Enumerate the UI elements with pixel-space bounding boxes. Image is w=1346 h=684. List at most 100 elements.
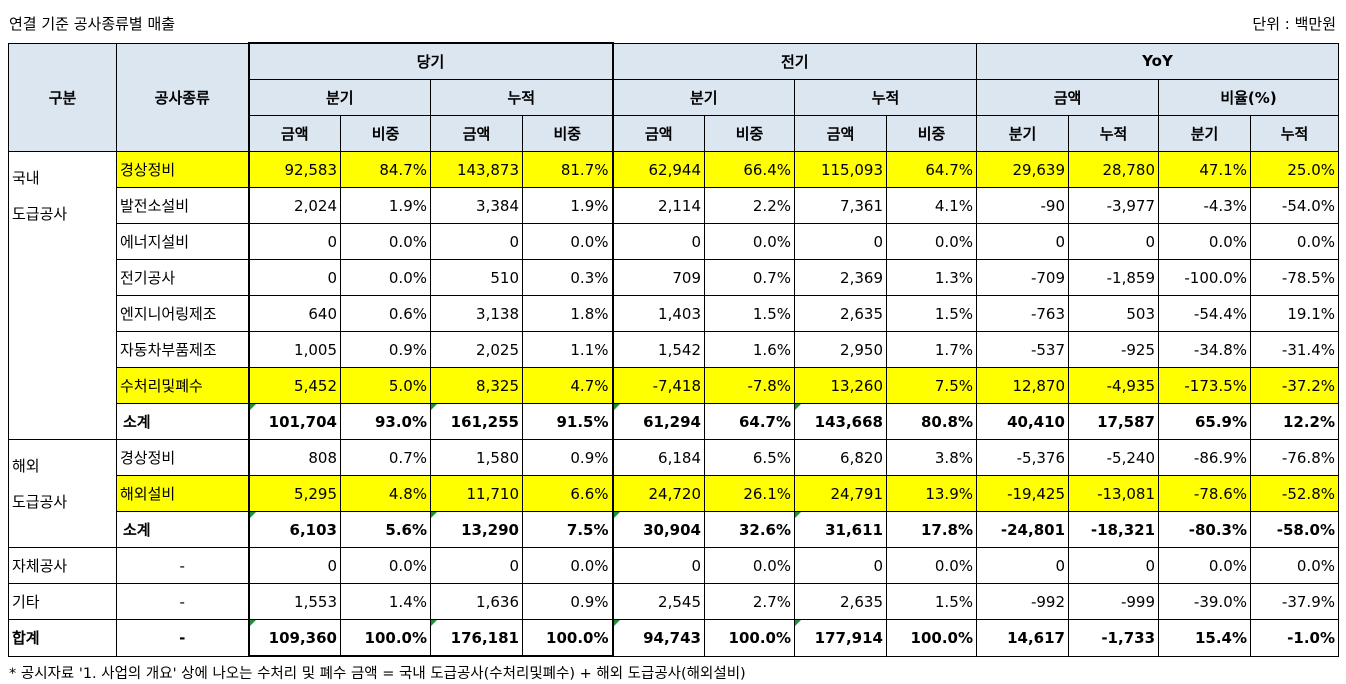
table-cell: -1,733 xyxy=(1068,619,1159,657)
table-cell: 0.0% xyxy=(522,547,614,584)
header-type: 공사종류 xyxy=(116,42,249,152)
construction-type: 자동차부품제조 xyxy=(116,331,249,368)
table-row: 기타 -1,553 1.4% 1,636 0.9% 2,545 2.7% 2,635 1.5% -… xyxy=(8,583,1339,620)
table-cell: -24,801 xyxy=(976,511,1069,548)
table-cell: 1.5% xyxy=(704,295,795,332)
table-cell: 0 xyxy=(430,223,523,260)
header-current-cumulative: 누적 xyxy=(430,79,614,116)
table-cell: 0 xyxy=(247,547,341,584)
group-label-line1: 해외 xyxy=(12,457,40,475)
table-cell: 64.7% xyxy=(886,151,977,188)
table-cell: 0.6% xyxy=(340,295,431,332)
table-cell: 0.0% xyxy=(886,547,977,584)
construction-type: 경상정비 xyxy=(116,151,249,188)
table-cell: 709 xyxy=(612,259,705,296)
table-cell: -992 xyxy=(976,583,1069,620)
table-cell: -999 xyxy=(1068,583,1159,620)
table-cell: 5,295 xyxy=(247,475,341,512)
table-cell: 2,950 xyxy=(794,331,887,368)
group-label-line1: 국내 xyxy=(12,169,40,187)
table-cell: -90 xyxy=(976,187,1069,224)
construction-type: 소계 xyxy=(116,403,249,440)
table-cell: 2,024 xyxy=(247,187,341,224)
table-cell: 29,639 xyxy=(976,151,1069,188)
table-cell: 0.0% xyxy=(1158,223,1251,260)
table-cell: 100.0% xyxy=(340,619,431,657)
header-amount: 금액 xyxy=(794,115,887,152)
header-ratio: 비중 xyxy=(886,115,977,152)
construction-type: - xyxy=(116,619,249,657)
table-cell: 3.8% xyxy=(886,439,977,476)
table-cell: 7.5% xyxy=(522,511,614,548)
table-cell: 17.8% xyxy=(886,511,977,548)
revenue-table: 구분 공사종류 당기 전기 YoY 분기 누적 분기 누적 금액 비율(%) 금… xyxy=(8,42,1339,657)
table-cell: 80.8% xyxy=(886,403,977,440)
table-cell: 0.7% xyxy=(340,439,431,476)
table-cell: 12,870 xyxy=(976,367,1069,404)
table-cell: 109,360 xyxy=(247,619,341,657)
table-cell: 19.1% xyxy=(1250,295,1339,332)
table-cell: 47.1% xyxy=(1158,151,1251,188)
header-current: 당기 xyxy=(247,42,614,80)
header-amount: 금액 xyxy=(612,115,705,152)
table-cell: -86.9% xyxy=(1158,439,1251,476)
table-row: 에너지설비 0 0.0% 0 0.0% 0 0.0% 0 0.0% 0 0 0.0% 0.0% xyxy=(9,223,1339,260)
table-cell: 0.9% xyxy=(340,331,431,368)
construction-type: 수처리및폐수 xyxy=(116,367,249,404)
table-row: 소계 101,704 93.0% 161,255 91.5% 61,294 64.7% 143… xyxy=(9,403,1339,440)
table-cell: 143,873 xyxy=(430,151,523,188)
table-cell: 6.5% xyxy=(704,439,795,476)
table-cell: 0 xyxy=(976,223,1069,260)
table-cell: 1.1% xyxy=(522,331,614,368)
table-cell: 66.4% xyxy=(704,151,795,188)
table-cell: 0.9% xyxy=(522,583,614,620)
construction-type: 엔지니어링제조 xyxy=(116,295,249,332)
table-cell: 1,580 xyxy=(430,439,523,476)
table-cell: 0 xyxy=(430,547,523,584)
table-cell: 2,545 xyxy=(612,583,705,620)
table-cell: -7.8% xyxy=(704,367,795,404)
group-overseas: 해외 도급공사 xyxy=(8,439,117,548)
group-label: 기타 xyxy=(8,583,117,620)
table-cell: 40,410 xyxy=(976,403,1069,440)
table-cell: -13,081 xyxy=(1068,475,1159,512)
table-cell: -100.0% xyxy=(1158,259,1251,296)
header-cumulative: 누적 xyxy=(1068,115,1159,152)
table-cell: 62,944 xyxy=(612,151,705,188)
table-row: 소계 6,103 5.6% 13,290 7.5% 30,904 32.6% 31,611 17… xyxy=(9,511,1339,548)
table-cell: 1,636 xyxy=(430,583,523,620)
table-cell: 0.0% xyxy=(704,547,795,584)
table-cell: 64.7% xyxy=(704,403,795,440)
table-cell: -78.6% xyxy=(1158,475,1251,512)
table-cell: 4.7% xyxy=(522,367,614,404)
table-cell: 115,093 xyxy=(794,151,887,188)
table-cell: 161,255 xyxy=(430,403,523,440)
table-cell: 84.7% xyxy=(340,151,431,188)
table-cell: 0.0% xyxy=(704,223,795,260)
table-cell: 61,294 xyxy=(612,403,705,440)
table-cell: 176,181 xyxy=(430,619,523,657)
table-cell: 81.7% xyxy=(522,151,614,188)
table-cell: 65.9% xyxy=(1158,403,1251,440)
table-row: 해외 도급공사 경상정비 808 0.7% 1,580 0.9% 6,184 6.5% 6,820… xyxy=(8,439,1339,548)
table-cell: -52.8% xyxy=(1250,475,1339,512)
table-cell: 2,369 xyxy=(794,259,887,296)
table-cell: 2.7% xyxy=(704,583,795,620)
table-cell: -39.0% xyxy=(1158,583,1251,620)
table-cell: 7.5% xyxy=(886,367,977,404)
table-cell: -34.8% xyxy=(1158,331,1251,368)
table-cell: 1.4% xyxy=(340,583,431,620)
table-cell: 100.0% xyxy=(522,619,614,657)
table-cell: 30,904 xyxy=(612,511,705,548)
table-row: 수처리및폐수 5,452 5.0% 8,325 4.7% -7,418 -7.8% 13,26… xyxy=(9,367,1339,404)
table-cell: 94,743 xyxy=(612,619,705,657)
table-cell: 93.0% xyxy=(340,403,431,440)
table-cell: -173.5% xyxy=(1158,367,1251,404)
table-cell: -1.0% xyxy=(1250,619,1339,657)
construction-type: - xyxy=(116,547,249,584)
table-cell: -1,859 xyxy=(1068,259,1159,296)
construction-type: 발전소설비 xyxy=(116,187,249,224)
table-cell: 0.0% xyxy=(1250,223,1339,260)
table-cell: -78.5% xyxy=(1250,259,1339,296)
table-cell: 1.5% xyxy=(886,295,977,332)
